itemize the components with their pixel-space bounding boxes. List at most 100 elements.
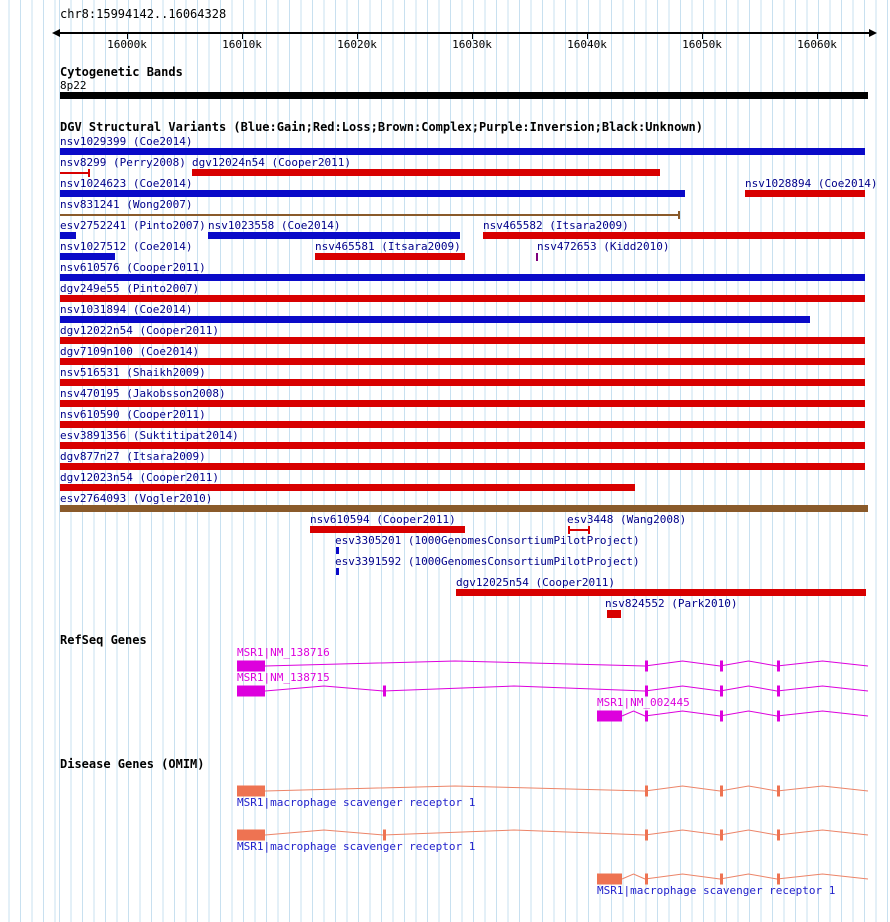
variant-bar[interactable] bbox=[192, 169, 660, 176]
ruler-right-arrow-icon[interactable] bbox=[869, 29, 877, 37]
range-line bbox=[568, 529, 590, 531]
variant-label: esv3448 (Wang2008) bbox=[567, 513, 687, 526]
variant-bar[interactable] bbox=[60, 274, 865, 281]
refseq-genes-title: RefSeq Genes bbox=[60, 633, 147, 647]
refseq-gene[interactable] bbox=[0, 683, 890, 698]
ruler-tick-label: 16030k bbox=[452, 38, 492, 51]
omim-gene[interactable] bbox=[0, 783, 890, 798]
range-cap-right bbox=[678, 211, 680, 219]
variant-bar[interactable] bbox=[60, 400, 865, 407]
variant-label: dgv12024n54 (Cooper2011) bbox=[192, 156, 351, 169]
variant-bar[interactable] bbox=[315, 253, 465, 260]
range-cap-right bbox=[88, 169, 90, 177]
cytoband-label: 8p22 bbox=[60, 79, 87, 92]
ruler-tick bbox=[587, 33, 588, 39]
variant-label: nsv1031894 (Coe2014) bbox=[60, 303, 193, 316]
ruler-line[interactable] bbox=[58, 32, 871, 34]
variant-bar[interactable] bbox=[208, 232, 460, 239]
variant-label: nsv610594 (Cooper2011) bbox=[310, 513, 456, 526]
variant-bar[interactable] bbox=[60, 253, 115, 260]
cytogenetic-bands-title: Cytogenetic Bands bbox=[60, 65, 183, 79]
ruler-tick bbox=[357, 33, 358, 39]
variant-label: nsv610590 (Cooper2011) bbox=[60, 408, 206, 421]
variant-bar[interactable] bbox=[60, 463, 865, 470]
region-coordinates: chr8:15994142..16064328 bbox=[60, 7, 227, 21]
variant-bar[interactable] bbox=[60, 232, 76, 239]
variant-label: nsv1027512 (Coe2014) bbox=[60, 240, 193, 253]
variant-bar[interactable] bbox=[483, 232, 865, 239]
ruler-tick-label: 16020k bbox=[337, 38, 377, 51]
range-line bbox=[60, 172, 90, 174]
omim-gene-label: MSR1|macrophage scavenger receptor 1 bbox=[237, 840, 476, 853]
variant-label: nsv8299 (Perry2008) bbox=[60, 156, 186, 169]
variant-label: nsv824552 (Park2010) bbox=[605, 597, 738, 610]
ruler-tick-label: 16060k bbox=[797, 38, 837, 51]
variant-bar[interactable] bbox=[336, 568, 339, 575]
refseq-gene[interactable] bbox=[0, 708, 890, 723]
variant-range[interactable] bbox=[568, 526, 590, 534]
ruler-left-arrow-icon[interactable] bbox=[52, 29, 60, 37]
variant-label: dgv12025n54 (Cooper2011) bbox=[456, 576, 615, 589]
variant-range[interactable] bbox=[60, 169, 90, 177]
variant-label: nsv465582 (Itsara2009) bbox=[483, 219, 629, 232]
variant-label: dgv12022n54 (Cooper2011) bbox=[60, 324, 219, 337]
cytoband-bar-8p22[interactable] bbox=[60, 92, 868, 99]
variant-label: dgv249e55 (Pinto2007) bbox=[60, 282, 200, 295]
variant-label: nsv472653 (Kidd2010) bbox=[537, 240, 670, 253]
variant-bar[interactable] bbox=[60, 379, 865, 386]
variant-label: esv3391592 (1000GenomesConsortiumPilotPr… bbox=[335, 555, 640, 568]
variant-range[interactable] bbox=[60, 211, 680, 219]
omim-gene-label: MSR1|macrophage scavenger receptor 1 bbox=[597, 884, 836, 897]
variant-bar[interactable] bbox=[745, 190, 865, 197]
omim-gene[interactable] bbox=[0, 871, 890, 886]
variant-bar[interactable] bbox=[60, 442, 865, 449]
variant-label: esv2752241 (Pinto2007) bbox=[60, 219, 206, 232]
variant-label: nsv1028894 (Coe2014) bbox=[745, 177, 878, 190]
refseq-gene-label: MSR1|NM_002445 bbox=[597, 696, 690, 709]
variant-label: nsv1024623 (Coe2014) bbox=[60, 177, 193, 190]
variant-bar[interactable] bbox=[336, 547, 339, 554]
dgv-track-title: DGV Structural Variants (Blue:Gain;Red:L… bbox=[60, 120, 703, 134]
ruler-tick bbox=[127, 33, 128, 39]
ruler-tick bbox=[702, 33, 703, 39]
variant-bar[interactable] bbox=[60, 316, 810, 323]
variant-label: nsv1029399 (Coe2014) bbox=[60, 135, 193, 148]
variant-bar[interactable] bbox=[60, 484, 635, 491]
omim-gene-label: MSR1|macrophage scavenger receptor 1 bbox=[237, 796, 476, 809]
variant-bar[interactable] bbox=[310, 526, 465, 533]
variant-bar[interactable] bbox=[60, 421, 865, 428]
variant-bar[interactable] bbox=[60, 148, 865, 155]
variant-label: esv3891356 (Suktitipat2014) bbox=[60, 429, 239, 442]
ruler-tick bbox=[472, 33, 473, 39]
variant-label: nsv465581 (Itsara2009) bbox=[315, 240, 461, 253]
omim-gene[interactable] bbox=[0, 827, 890, 842]
variant-bar[interactable] bbox=[60, 358, 865, 365]
omim-genes-title: Disease Genes (OMIM) bbox=[60, 757, 205, 771]
variant-bar[interactable] bbox=[60, 337, 865, 344]
ruler-tick-label: 16000k bbox=[107, 38, 147, 51]
variant-bar[interactable] bbox=[60, 295, 865, 302]
variant-label: dgv7109n100 (Coe2014) bbox=[60, 345, 200, 358]
variant-bar[interactable] bbox=[60, 190, 685, 197]
variant-label: dgv12023n54 (Cooper2011) bbox=[60, 471, 219, 484]
variant-bar[interactable] bbox=[456, 589, 866, 596]
variant-label: nsv516531 (Shaikh2009) bbox=[60, 366, 206, 379]
variant-label: nsv610576 (Cooper2011) bbox=[60, 261, 206, 274]
ruler-tick bbox=[242, 33, 243, 39]
ruler-tick-label: 16010k bbox=[222, 38, 262, 51]
variant-bar[interactable] bbox=[60, 505, 868, 512]
range-cap-right bbox=[588, 526, 590, 534]
range-cap-left bbox=[568, 526, 570, 534]
variant-label: nsv470195 (Jakobsson2008) bbox=[60, 387, 226, 400]
variant-bar[interactable] bbox=[607, 610, 621, 618]
variant-label: esv3305201 (1000GenomesConsortiumPilotPr… bbox=[335, 534, 640, 547]
ruler-tick bbox=[817, 33, 818, 39]
refseq-gene-label: MSR1|NM_138715 bbox=[237, 671, 330, 684]
refseq-gene[interactable] bbox=[0, 658, 890, 673]
variant-bar[interactable] bbox=[536, 253, 538, 261]
